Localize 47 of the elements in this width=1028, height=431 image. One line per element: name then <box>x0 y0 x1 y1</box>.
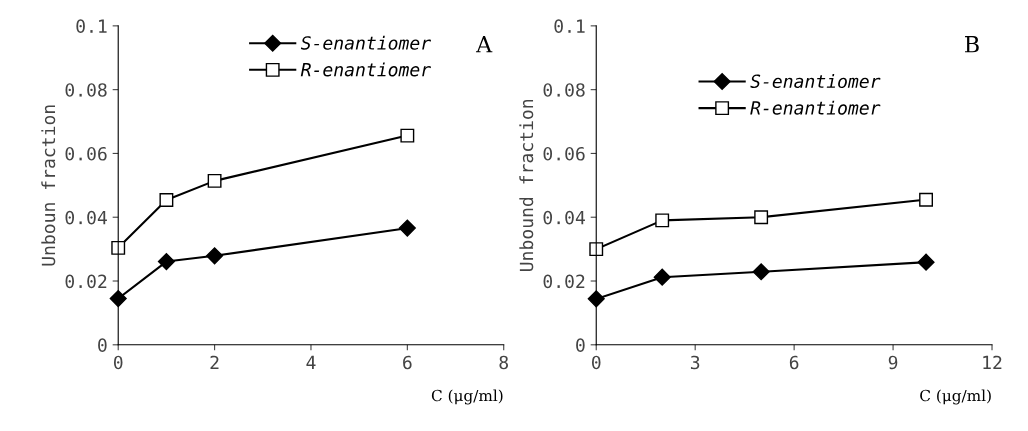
annotation: A <box>475 36 493 53</box>
point <box>206 247 224 265</box>
x-tick-label: 12 <box>983 355 1002 370</box>
annotation: B <box>965 36 979 53</box>
x-tick-label: 2 <box>210 355 219 370</box>
y-tick-label: 0.1 <box>554 19 585 34</box>
point <box>159 193 174 207</box>
y-tick-label: 0.02 <box>65 274 107 289</box>
x-tick-label: 6 <box>403 355 412 370</box>
x-axis-title: C (μg/ml) <box>920 389 991 405</box>
point <box>400 128 415 143</box>
x-tick-label: 9 <box>888 355 898 370</box>
y-tick-label: 0.04 <box>65 210 107 225</box>
y-tick-label: 0.02 <box>543 274 585 289</box>
point <box>919 192 934 207</box>
point <box>754 210 769 225</box>
legend-label: S-enantiomer <box>300 35 431 50</box>
legend-label: R-enantiomer <box>300 62 431 77</box>
point <box>752 263 770 281</box>
x-tick-label: 8 <box>499 355 508 370</box>
y-tick-label: 0.06 <box>543 146 585 161</box>
x-tick-label: 0 <box>113 355 123 370</box>
y-tick-label: 0.1 <box>76 19 107 34</box>
point <box>111 240 126 255</box>
point <box>589 242 604 257</box>
point <box>207 173 222 188</box>
point <box>398 219 416 237</box>
y-tick-label: 0 <box>98 338 107 352</box>
point <box>655 213 670 228</box>
point <box>157 253 175 271</box>
x-axis-title: C (μg/ml) <box>431 389 503 405</box>
y-axis-title: Unbound fraction <box>519 99 534 271</box>
legend-label: S-enantiomer <box>750 74 881 89</box>
point <box>917 253 935 271</box>
y-tick-label: 0.06 <box>65 146 107 161</box>
y-axis-title: Unboun fraction <box>41 105 56 266</box>
y-tick-label: 0.08 <box>65 83 107 97</box>
point <box>653 268 671 286</box>
y-tick-label: 0.04 <box>543 210 585 225</box>
x-tick-label: 6 <box>789 355 799 370</box>
x-tick-label: 3 <box>690 355 700 370</box>
point <box>109 290 127 308</box>
y-tick-label: 0.08 <box>543 83 585 97</box>
y-tick-label: 0 <box>576 338 585 352</box>
x-tick-label: 0 <box>591 355 601 370</box>
legend-label: R-enantiomer <box>750 100 881 115</box>
x-tick-label: 4 <box>306 355 316 370</box>
